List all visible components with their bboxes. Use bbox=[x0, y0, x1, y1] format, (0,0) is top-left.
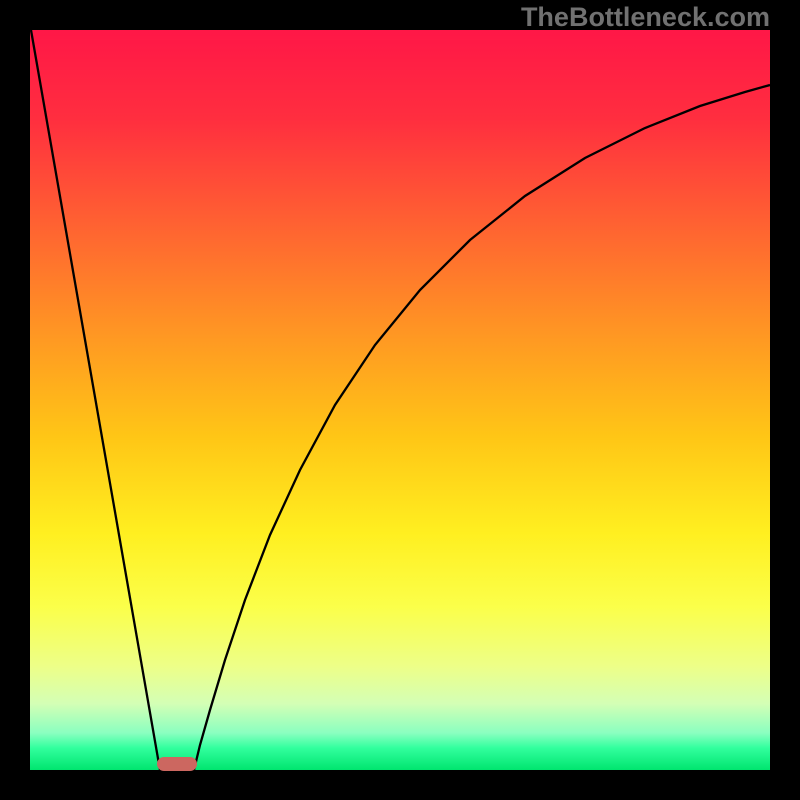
chart-container: { "canvas": { "width": 800, "height": 80… bbox=[0, 0, 800, 800]
curves-layer bbox=[30, 30, 770, 770]
plot-area bbox=[30, 30, 770, 770]
right-rising-curve bbox=[194, 85, 770, 770]
bottleneck-marker bbox=[157, 757, 197, 771]
left-descending-line bbox=[31, 30, 160, 770]
watermark-text: TheBottleneck.com bbox=[521, 2, 770, 33]
